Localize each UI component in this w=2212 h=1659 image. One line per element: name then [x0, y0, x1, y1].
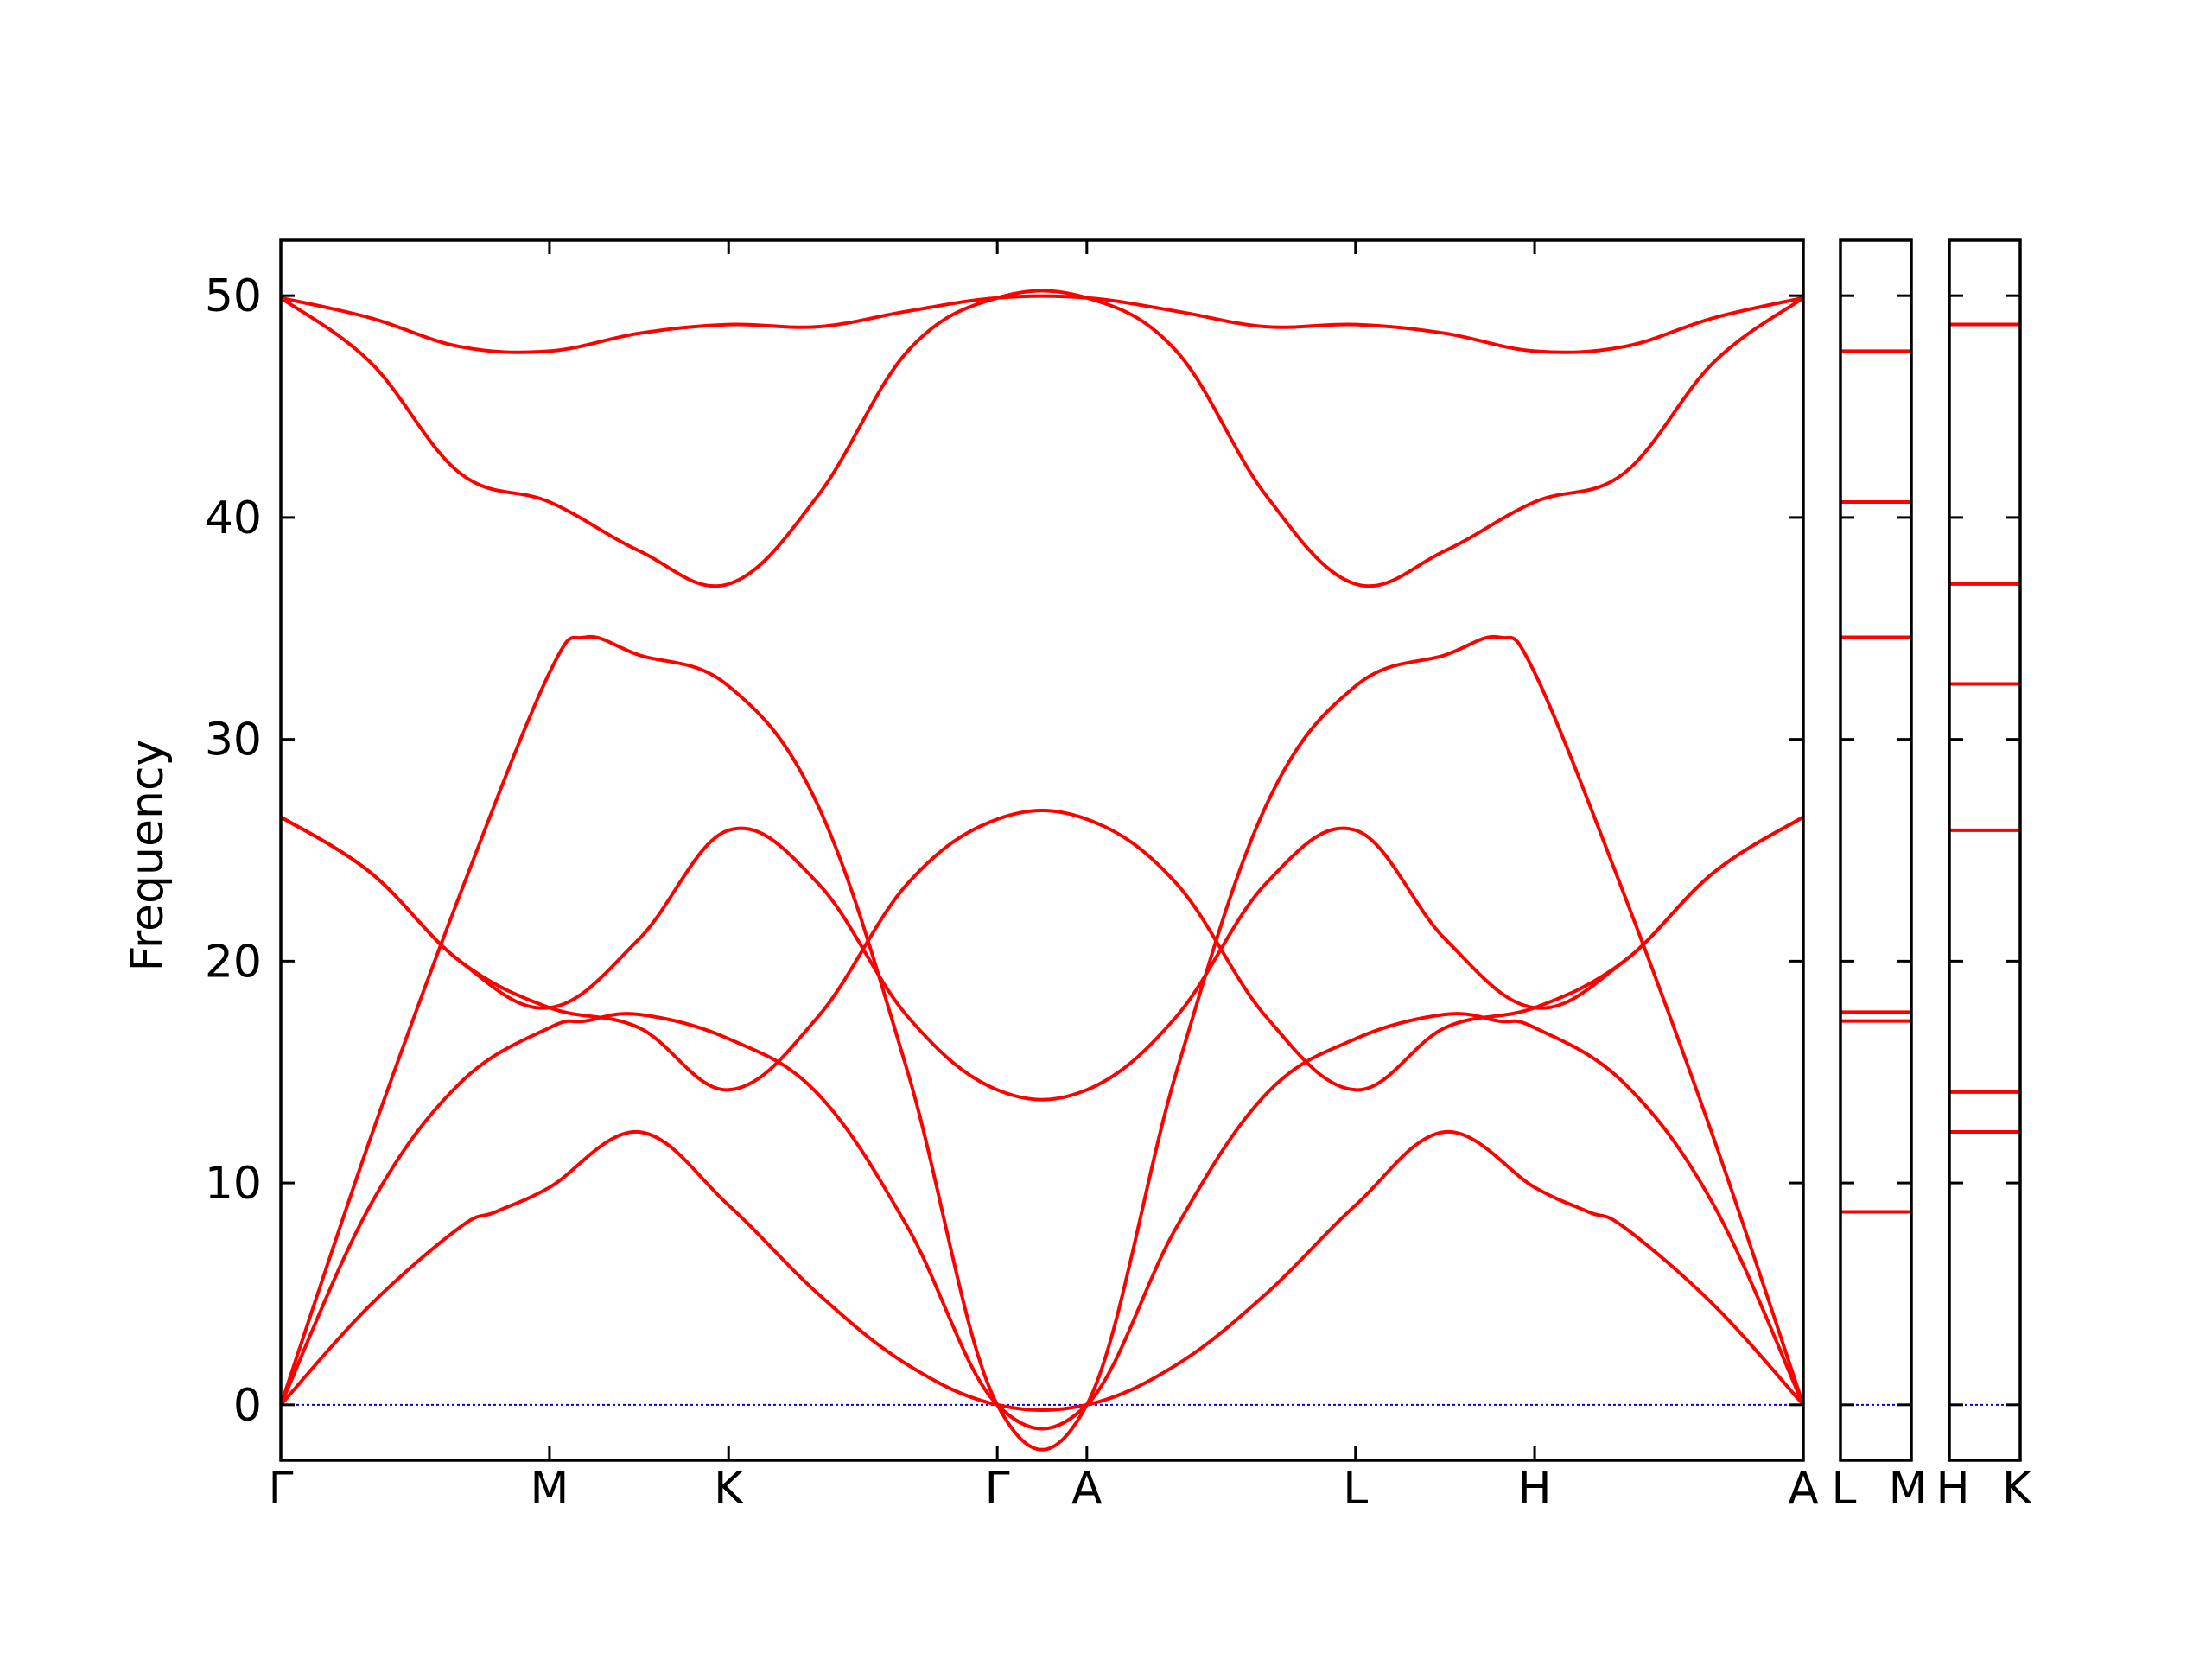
main-band-panel: 0 10 20 30 40 50 Γ M K Γ A L H A: [205, 238, 1819, 1515]
x-tick-label: M: [1889, 1463, 1928, 1515]
y-tick-label: 20: [205, 936, 262, 988]
band-2: [279, 1012, 1805, 1431]
side-axes-frame: [1948, 238, 2022, 1462]
y-tick-label: 0: [233, 1380, 262, 1432]
main-axes-frame: [279, 238, 1805, 1462]
x-tick-label: L: [1832, 1463, 1857, 1515]
band-1: [279, 1129, 1805, 1412]
y-axis-label: Frequency: [122, 740, 174, 972]
band-5: [279, 815, 1805, 1102]
band-4: [279, 809, 1805, 1092]
y-tick-label: 10: [205, 1158, 262, 1210]
y-tick-label: 50: [205, 270, 262, 322]
x-tick-label: L: [1343, 1463, 1368, 1515]
x-tick-label: Γ: [985, 1463, 1010, 1515]
y-tick-label: 40: [205, 493, 262, 544]
x-tick-label: Γ: [269, 1463, 294, 1515]
y-tick-label: 30: [205, 715, 262, 766]
x-tick-label: A: [1071, 1463, 1103, 1515]
band-6: [279, 289, 1805, 588]
x-tick-label: M: [531, 1463, 569, 1515]
band-3: [279, 634, 1805, 1452]
x-tick-label: K: [714, 1463, 745, 1515]
side-axes-frame: [1839, 238, 1913, 1462]
x-tick-label: A: [1788, 1463, 1819, 1515]
x-tick-label: K: [2002, 1463, 2033, 1515]
x-tick-label: H: [1518, 1463, 1552, 1515]
x-tick-label: H: [1936, 1463, 1969, 1515]
band-7: [280, 294, 1804, 354]
